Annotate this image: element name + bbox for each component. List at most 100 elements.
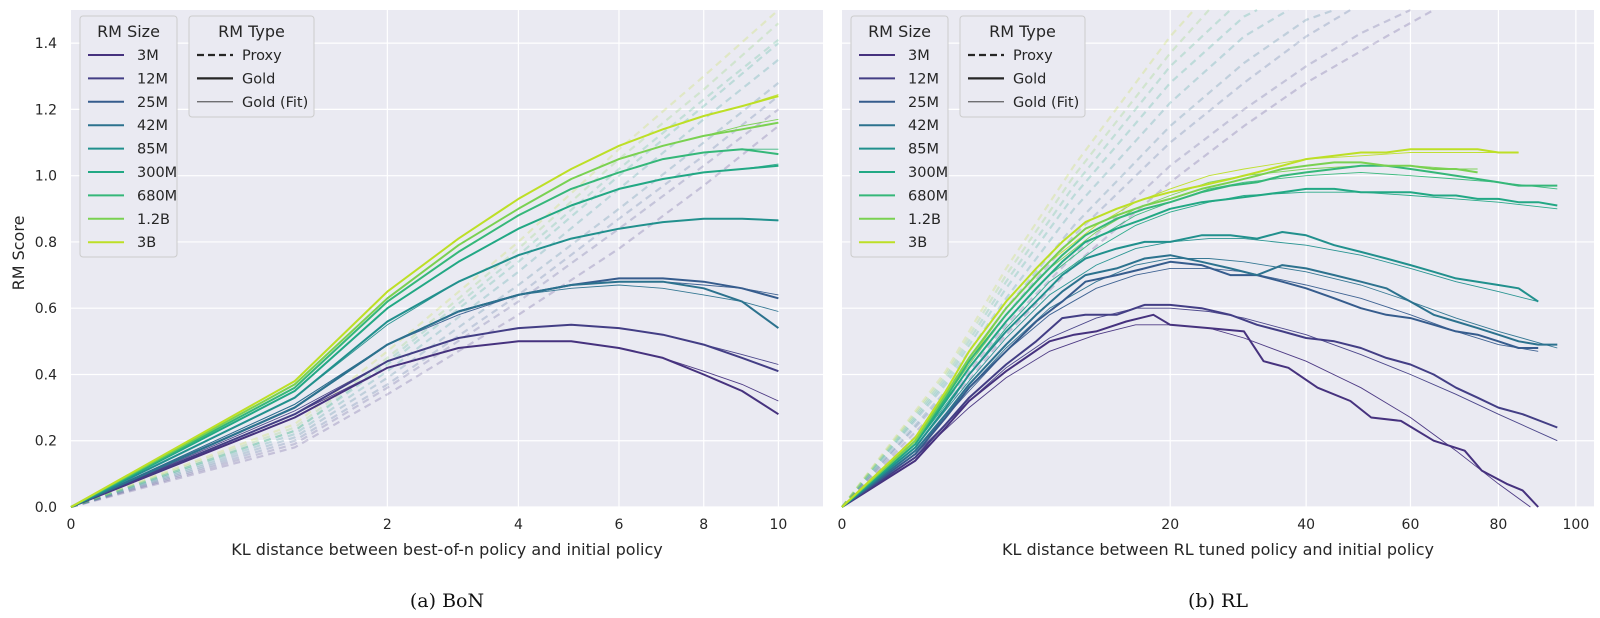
legend-label-42M: 42M: [137, 118, 168, 134]
gold-line-12M: [70, 323, 779, 508]
x-tick-label: 60: [1402, 517, 1420, 533]
legend-label-12M: 12M: [908, 71, 939, 87]
y-tick-label: 1.0: [35, 169, 57, 185]
legend-label-12M: 12M: [137, 71, 168, 87]
legend-rm-type-box: [959, 15, 1086, 118]
y-tick-label: 0.8: [35, 235, 57, 251]
proxy-line-3M: [841, 9, 1435, 508]
gold-line-85M: [841, 231, 1539, 508]
x-tick-label: 10: [770, 517, 788, 533]
legend-label-25M: 25M: [137, 95, 168, 111]
legend-label-3M: 3M: [908, 48, 930, 64]
legend-label-680M: 680M: [137, 188, 177, 204]
x-tick-label: 0: [838, 517, 847, 533]
proxy-line-1.2B: [841, 9, 1210, 508]
legend-label-3B: 3B: [137, 235, 156, 251]
legend-label-85M: 85M: [908, 142, 939, 158]
proxy-line-12M: [841, 9, 1411, 508]
panel-bon: 0.0 0.2 0.4 0.6 0.8 1.0 1.2 1.4 0 2 4 6 8 10 KL dist…: [35, 9, 823, 612]
legend-label-42M: 42M: [908, 118, 939, 134]
x-tick-label: 6: [615, 517, 624, 533]
caption-rl: (b) RL: [1188, 590, 1248, 612]
x-tick-label: 40: [1297, 517, 1315, 533]
gold-line-1.2B: [841, 161, 1478, 508]
gold-line-3B: [841, 148, 1519, 508]
proxy-line-42M: [70, 82, 780, 509]
legend-label-25M: 25M: [908, 95, 939, 111]
gold-fit-line-300M: [841, 191, 1558, 508]
legend-rm-size-title: RM Size: [97, 22, 160, 41]
legend-rm-type-title: RM Type: [989, 22, 1056, 41]
legend-label-1.2B: 1.2B: [137, 212, 170, 228]
proxy-line-85M: [841, 9, 1289, 508]
gold-line-12M: [841, 303, 1558, 508]
x-tick-label: 100: [1563, 517, 1590, 533]
gold-fit-line-85M: [841, 238, 1539, 508]
y-tick-label: 0.4: [35, 367, 57, 383]
gold-line-85M: [70, 217, 779, 508]
y-tick-label: 1.4: [35, 36, 57, 52]
legend-rm-size-box: [79, 15, 178, 258]
legend-label-680M: 680M: [908, 188, 948, 204]
proxy-line-3M: [70, 125, 780, 509]
legend-label-3B: 3B: [908, 235, 927, 251]
proxy-line-1.2B: [70, 22, 780, 509]
legend-label-300M: 300M: [137, 165, 177, 181]
gold-line-42M: [70, 280, 779, 508]
x-tick-labels-bon: 0 2 4 6 8 10: [67, 517, 788, 533]
gold-line-300M: [841, 187, 1558, 508]
legend-rm-size-title: RM Size: [868, 22, 931, 41]
x-axis-label-rl: KL distance between RL tuned policy and …: [1002, 540, 1434, 559]
proxy-line-25M: [70, 95, 780, 509]
gold-fit-line-12M: [841, 307, 1558, 508]
legend-type-label: Proxy: [242, 48, 282, 64]
legend-rl: RM Size 3M 12M 25M 42M 85M 300M 680M 1.2B 3B RM Ty…: [850, 15, 1086, 258]
gold-lines-bon: [70, 95, 779, 508]
y-tick-labels: 0.0 0.2 0.4 0.6 0.8 1.0 1.2 1.4: [35, 36, 57, 516]
y-axis-label: RM Score: [9, 216, 28, 291]
proxy-line-300M: [841, 9, 1258, 508]
gold-fit-line-25M: [841, 267, 1539, 508]
gold-line-680M: [841, 164, 1558, 508]
legend-type-label: Gold: [1013, 71, 1046, 87]
y-tick-label: 0.0: [35, 500, 57, 516]
panel-rl: 0 20 40 60 80 100 KL distance between RL tune…: [838, 8, 1594, 612]
legend-type-label: Gold (Fit): [242, 95, 308, 111]
gold-lines-rl: [841, 148, 1558, 508]
legend-type-label: Gold: [242, 71, 275, 87]
gold-line-3B: [70, 95, 779, 508]
gold-line-1.2B: [70, 121, 779, 508]
x-tick-labels-rl: 0 20 40 60 80 100: [838, 517, 1590, 533]
legend-label-1.2B: 1.2B: [908, 212, 941, 228]
proxy-line-12M: [70, 108, 780, 509]
x-tick-label: 20: [1161, 517, 1179, 533]
legend-type-label: Proxy: [1013, 48, 1053, 64]
x-tick-label: 8: [699, 517, 708, 533]
gridlines-rl: [842, 10, 1594, 508]
gold-line-3M: [70, 340, 779, 508]
proxy-line-300M: [70, 42, 780, 509]
x-tick-label: 2: [383, 517, 392, 533]
gold-line-42M: [841, 254, 1558, 508]
legend-label-3M: 3M: [137, 48, 159, 64]
legend-type-label: Gold (Fit): [1013, 95, 1079, 111]
caption-bon: (a) BoN: [410, 590, 484, 612]
gold-line-300M: [70, 164, 779, 508]
x-axis-label-bon: KL distance between best-of-n policy and…: [231, 540, 662, 559]
gold-line-680M: [70, 148, 779, 508]
legend-label-300M: 300M: [908, 165, 948, 181]
x-tick-label: 0: [67, 517, 76, 533]
proxy-line-3B: [841, 9, 1195, 508]
gold-line-25M: [841, 260, 1539, 508]
legend-rm-type-title: RM Type: [218, 22, 285, 41]
legend-bon: RM Size 3M 12M 25M 42M 85M 300M 680M 1.2B 3B RM Ty…: [79, 15, 315, 258]
proxy-line-680M: [841, 9, 1232, 508]
legend-rm-size-box: [850, 15, 949, 258]
gold-line-3M: [841, 313, 1539, 508]
x-tick-label: 80: [1489, 517, 1507, 533]
legend-label-85M: 85M: [137, 142, 168, 158]
x-tick-label: 4: [514, 517, 523, 533]
y-tick-label: 0.6: [35, 301, 57, 317]
plot-area-bon: [71, 10, 823, 507]
